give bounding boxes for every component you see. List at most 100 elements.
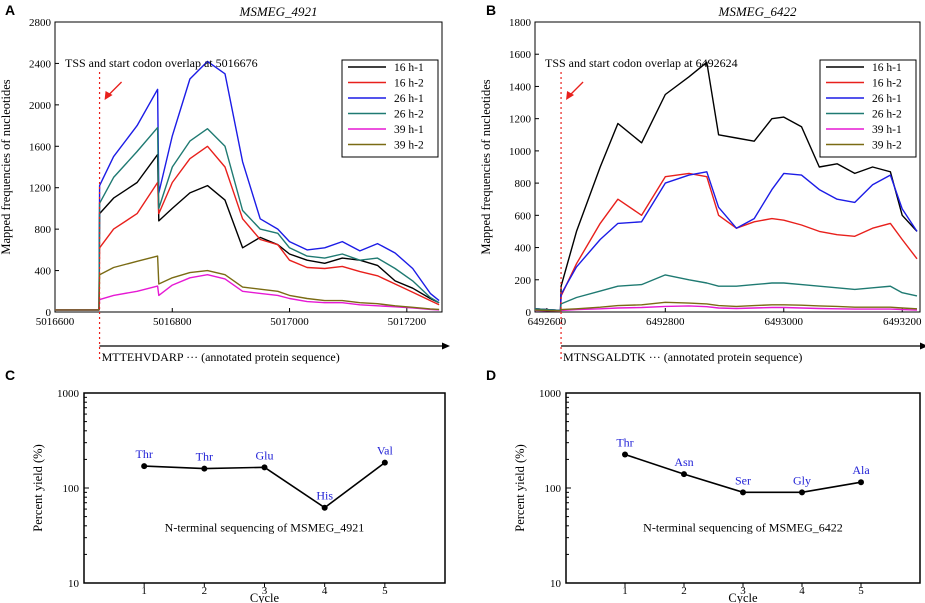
legend-label: 26 h-2 bbox=[872, 109, 902, 121]
y-tick-label: 10 bbox=[550, 578, 562, 590]
y-tick-label: 1600 bbox=[29, 141, 52, 153]
y-tick-label: 800 bbox=[515, 178, 532, 190]
y-tick-label: 1600 bbox=[509, 49, 532, 61]
x-tick-label: 5 bbox=[382, 585, 388, 597]
y-tick-label: 2800 bbox=[29, 17, 52, 29]
legend-label: 39 h-1 bbox=[872, 124, 902, 136]
panel-a: A 0 400 800 1200 1600 2000 2400 2800 5016600 50168… bbox=[0, 2, 450, 364]
y-tick-label: 1000 bbox=[539, 388, 562, 400]
series-line-26h-1 bbox=[55, 60, 440, 311]
y-tick-label: 1800 bbox=[509, 17, 532, 29]
y-tick-label: 10 bbox=[68, 578, 80, 590]
plot-frame bbox=[565, 392, 921, 584]
x-tick-label: 2 bbox=[202, 585, 208, 597]
amino-acid-label: Thr bbox=[136, 447, 153, 461]
gene-title: MSMEG_4921 bbox=[239, 4, 318, 19]
series-line-26h-1 bbox=[534, 171, 918, 312]
tss-annotation: TSS and start codon overlap at 6492624 bbox=[545, 56, 738, 70]
x-tick-label: 1 bbox=[141, 585, 147, 597]
y-tick-label: 1200 bbox=[29, 183, 52, 195]
legend-label: 26 h-1 bbox=[872, 93, 902, 105]
y-tick-label: 200 bbox=[515, 275, 532, 287]
y-tick-label: 100 bbox=[545, 483, 562, 495]
series-line-39h-2 bbox=[55, 255, 440, 311]
legend-label: 26 h-1 bbox=[394, 93, 424, 105]
series-line-26h-2 bbox=[55, 126, 440, 311]
amino-acid-label: Ala bbox=[852, 463, 870, 477]
x-axis-title: Cycle bbox=[728, 591, 758, 603]
panel-letter: C bbox=[5, 367, 15, 383]
y-tick-label: 1000 bbox=[57, 388, 80, 400]
panel-letter: A bbox=[5, 2, 15, 18]
y-tick-label: 800 bbox=[35, 224, 52, 236]
legend-label: 39 h-2 bbox=[872, 140, 902, 152]
sequence-suffix: ··· (annotated protein sequence) bbox=[183, 350, 340, 364]
tss-arrow-head bbox=[104, 91, 113, 100]
gene-title: MSMEG_6422 bbox=[718, 4, 797, 19]
x-tick-label: 6492800 bbox=[646, 316, 685, 328]
y-axis-title: Percent yield (%) bbox=[513, 444, 527, 531]
tss-annotation: TSS and start codon overlap at 5016676 bbox=[65, 56, 258, 70]
y-tick-label: 100 bbox=[63, 483, 80, 495]
legend-label: 16 h-1 bbox=[872, 62, 902, 74]
amino-acid-label: Val bbox=[377, 444, 394, 458]
y-tick-label: 2000 bbox=[29, 100, 52, 112]
y-tick-label: 1000 bbox=[509, 146, 532, 158]
legend-label: 16 h-1 bbox=[394, 62, 424, 74]
amino-acid-label: Ser bbox=[735, 473, 751, 487]
protein-sequence: MTNSGALDTK ··· (annotated protein sequen… bbox=[563, 350, 802, 364]
panel-d: D 10 100 1000 1 2 3 4 5 Cycle Percent yield (%) Thr… bbox=[486, 367, 921, 603]
y-tick-label: 2400 bbox=[29, 58, 52, 70]
series-line-16h-1 bbox=[55, 153, 440, 311]
y-tick-label: 1400 bbox=[509, 81, 532, 93]
x-tick-label: 5016600 bbox=[36, 316, 75, 328]
y-tick-label: 400 bbox=[35, 266, 52, 278]
x-tick-label: 3 bbox=[262, 585, 268, 597]
yield-point bbox=[858, 479, 864, 486]
amino-acid-label: Thr bbox=[196, 450, 213, 464]
x-tick-label: 5 bbox=[858, 585, 864, 597]
panel-b: B 0 200 400 600 800 1000 1200 1400 1600 1800 649260… bbox=[479, 2, 925, 364]
sequence-arrow-head bbox=[920, 342, 925, 350]
x-tick-label: 3 bbox=[740, 585, 746, 597]
series-line-39h-2 bbox=[534, 301, 918, 312]
panel-letter: D bbox=[486, 367, 496, 383]
legend-box bbox=[341, 59, 439, 158]
amino-acid-label: Glu bbox=[256, 448, 274, 462]
yield-point bbox=[141, 463, 148, 470]
amino-acid-label: Asn bbox=[674, 455, 693, 469]
legend-label: 26 h-2 bbox=[394, 109, 424, 121]
plot-frame bbox=[534, 21, 921, 313]
legend-label: 39 h-1 bbox=[394, 124, 424, 136]
amino-acid-label: Gly bbox=[793, 473, 811, 487]
x-tick-label: 2 bbox=[681, 585, 687, 597]
panel-letter: B bbox=[486, 2, 496, 18]
yield-point bbox=[381, 459, 388, 466]
series-line-39h-1 bbox=[55, 274, 440, 311]
protein-sequence: MTTEHVDARP ··· (annotated protein sequen… bbox=[102, 350, 340, 364]
plot-frame bbox=[83, 392, 446, 584]
x-tick-label: 5017200 bbox=[388, 316, 427, 328]
y-tick-label: 600 bbox=[515, 210, 532, 222]
legend-label: 39 h-2 bbox=[394, 140, 424, 152]
legend: 16 h-1 16 h-2 26 h-1 26 h-2 39 h-1 39 h-2 bbox=[819, 59, 917, 158]
y-axis-title: Mapped frequencies of nucleotides bbox=[0, 79, 13, 254]
yield-point bbox=[681, 471, 687, 478]
panel-title: N-terminal sequencing of MSMEG_6422 bbox=[643, 520, 843, 534]
legend: 16 h-1 16 h-2 26 h-1 26 h-2 39 h-1 39 h-2 bbox=[341, 59, 439, 158]
panel-c: C 10 100 1000 1 2 3 4 5 Cycle Percent yield (%) Thr… bbox=[5, 367, 446, 603]
amino-acid-label: His bbox=[316, 489, 333, 503]
legend-label: 16 h-2 bbox=[394, 78, 424, 90]
tss-arrow-head bbox=[566, 91, 575, 100]
y-tick-label: 400 bbox=[515, 243, 532, 255]
y-axis-title: Percent yield (%) bbox=[31, 444, 45, 531]
legend-box bbox=[819, 59, 917, 158]
y-axis-title: Mapped frequencies of nucleotides bbox=[479, 79, 493, 254]
x-tick-label: 4 bbox=[799, 585, 805, 597]
x-tick-label: 1 bbox=[622, 585, 628, 597]
series-line-16h-1 bbox=[534, 61, 918, 312]
yield-point bbox=[321, 504, 328, 511]
series-line-16h-2 bbox=[55, 145, 440, 311]
y-tick-label: 0 bbox=[526, 307, 532, 319]
